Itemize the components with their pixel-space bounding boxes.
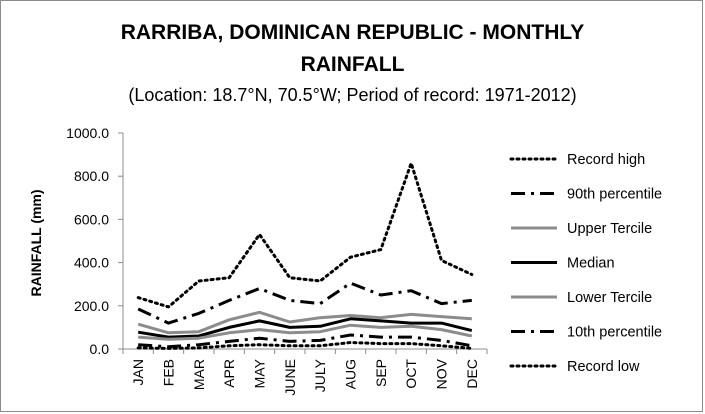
y-tick-label: 0.0 (90, 341, 110, 357)
y-tick-label: 800.0 (74, 168, 109, 184)
x-tick-label: JULY (312, 358, 328, 392)
x-tick-label: MAR (191, 359, 207, 390)
legend-label: Record high (567, 152, 645, 168)
y-tick-label: 600.0 (74, 211, 109, 227)
legend-label: 90th percentile (567, 187, 662, 203)
legend-label: Lower Tercile (567, 290, 652, 306)
series-line-median (137, 317, 473, 339)
series-line-10th-percentile (138, 333, 473, 349)
x-tick-label: JAN (130, 359, 146, 385)
x-tick-label: NOV (434, 358, 450, 389)
y-tick-label: 200.0 (74, 298, 109, 314)
series-line-90th-percentile (137, 281, 472, 325)
legend-label: 10th percentile (567, 325, 662, 341)
series-line-upper-tercile (137, 310, 472, 335)
chart-title-line-1: RARRIBA, DOMINICAN REPUBLIC - MONTHLY (120, 21, 585, 44)
x-tick-label: OCT (403, 359, 419, 389)
x-tick-label: SEP (373, 359, 389, 387)
series-line-lower-tercile (138, 323, 473, 341)
x-tick-label: MAY (252, 358, 268, 388)
y-tick-label: 1000.0 (66, 125, 109, 141)
legend-label: Record low (567, 359, 640, 375)
legend-label: Median (567, 256, 615, 272)
y-tick-label: 400.0 (74, 255, 109, 271)
chart-subtitle: (Location: 18.7°N, 70.5°W; Period of rec… (128, 85, 577, 105)
x-tick-label: JUNE (282, 359, 298, 396)
x-tick-label: DEC (464, 359, 480, 389)
chart-title-line-2: RAINFALL (300, 53, 405, 76)
legend-label: Upper Tercile (567, 221, 652, 237)
x-tick-label: APR (221, 359, 237, 388)
y-axis-title: RAINFALL (mm) (28, 189, 44, 296)
series-line-record-low (136, 341, 474, 350)
x-tick-label: FEB (161, 359, 177, 386)
x-tick-label: AUG (343, 359, 359, 389)
series-line-record-high (136, 161, 474, 309)
